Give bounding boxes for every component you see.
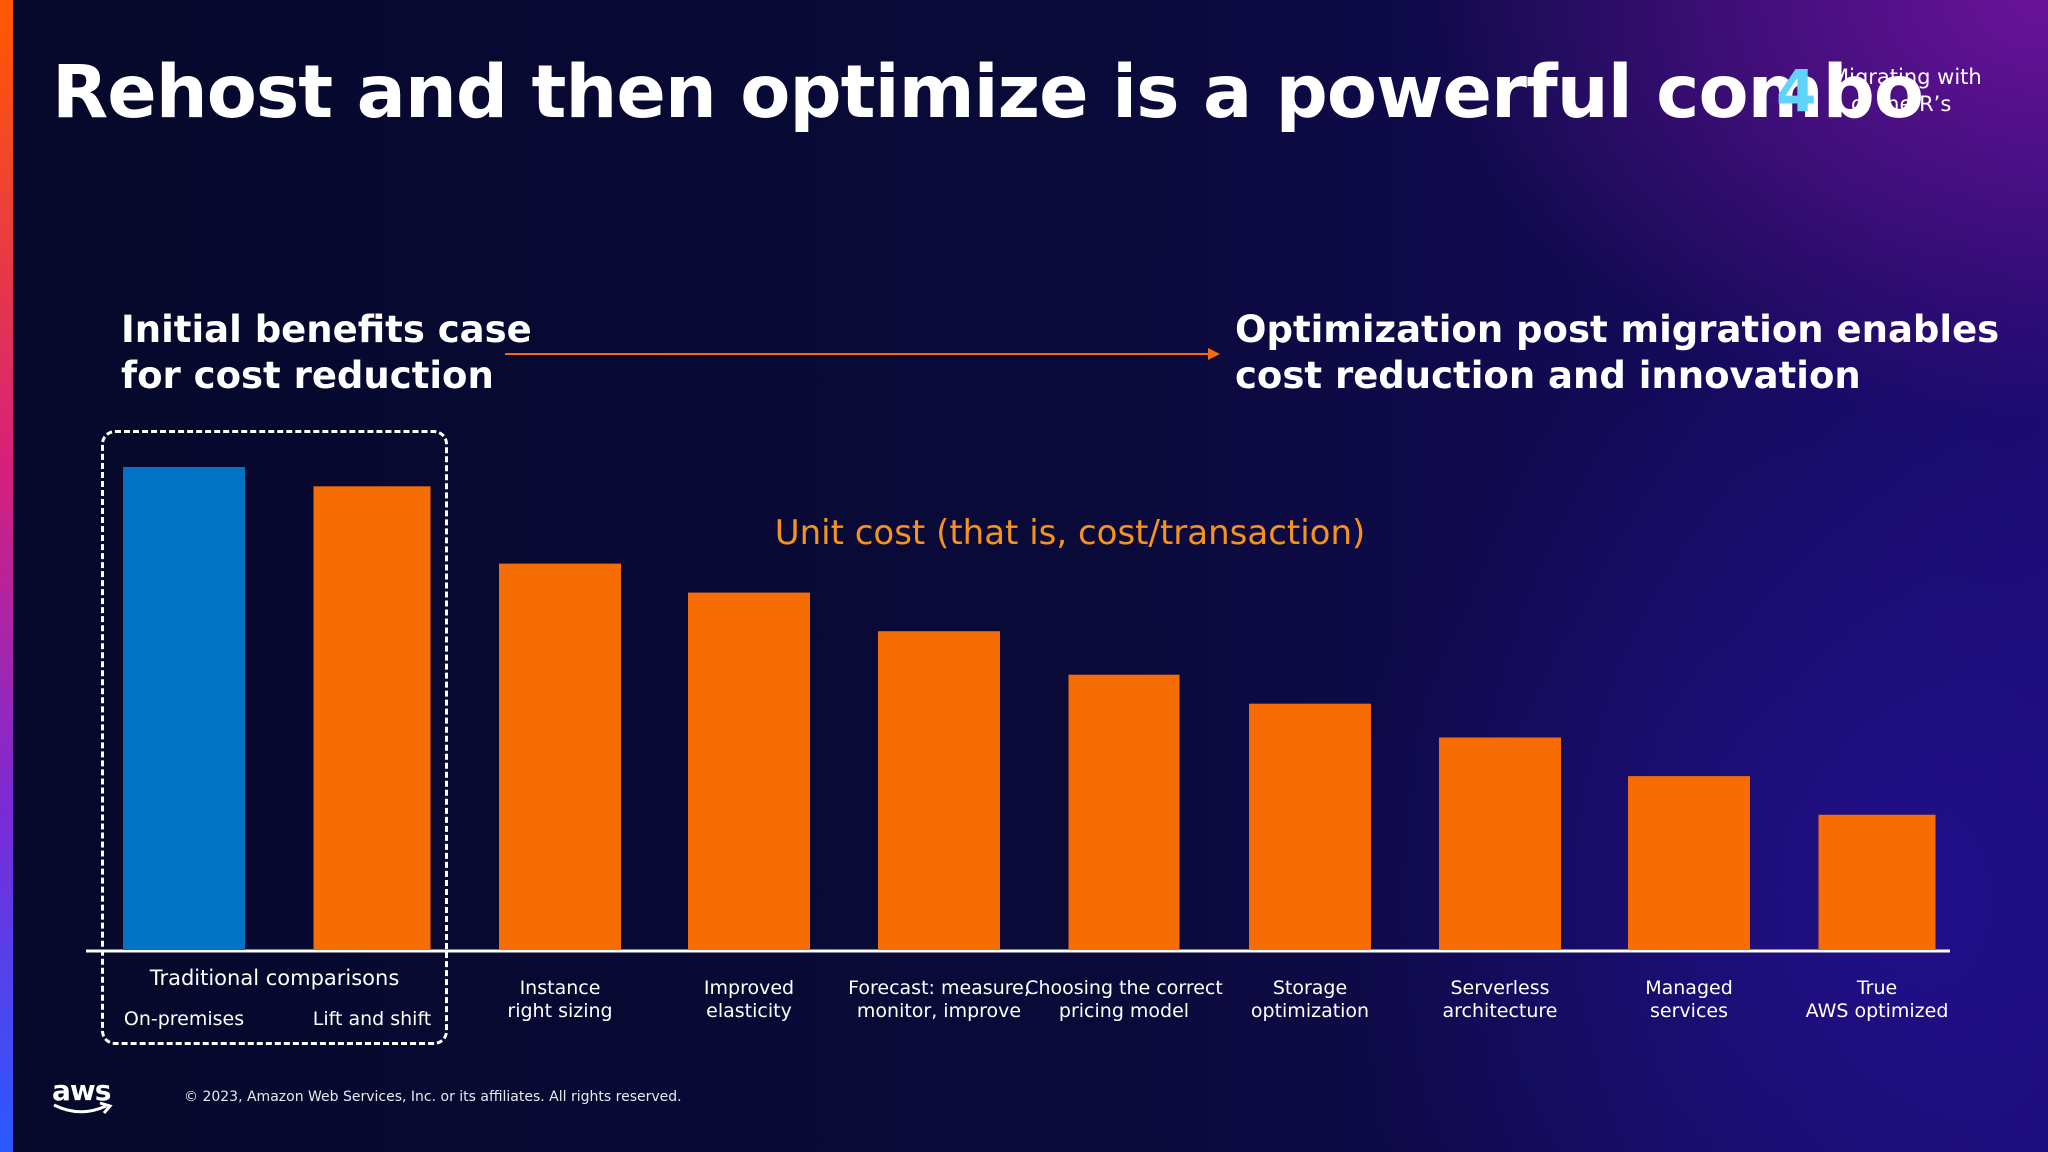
bar-storage-optimization	[1249, 703, 1371, 950]
heading-initial-benefits: Initial benefits case for cost reduction	[121, 308, 532, 397]
x-tick-label: On-premises	[124, 1008, 244, 1030]
unit-cost-label: Unit cost (that is, cost/transaction)	[774, 513, 1366, 553]
bar-serverless-architecture	[1439, 737, 1561, 950]
section-number: 4	[1776, 57, 1817, 125]
slide-title: Rehost and then optimize is a powerful c…	[52, 50, 1924, 135]
x-tick-label: Choosing the correct pricing model	[1025, 977, 1223, 1022]
traditional-comparisons-label: Traditional comparisons	[149, 966, 400, 990]
x-tick-label: Managed services	[1645, 977, 1733, 1022]
x-tick-label: Instance right sizing	[507, 977, 612, 1022]
bar-lift-and-shift	[313, 486, 431, 950]
copyright-notice: © 2023, Amazon Web Services, Inc. or its…	[184, 1089, 682, 1105]
progress-arrow-line	[505, 353, 1215, 355]
bar-instance-right-sizing	[499, 563, 621, 950]
aws-logo: aws	[52, 1074, 111, 1107]
bar-improved-elasticity	[688, 592, 810, 950]
x-tick-label: Forecast: measure, monitor, improve	[848, 977, 1030, 1022]
bar-true-aws-optimized	[1818, 814, 1936, 950]
arrow-head-icon	[1208, 348, 1220, 360]
aws-smile-icon	[53, 1101, 113, 1114]
x-tick-label: Serverless architecture	[1443, 977, 1558, 1022]
heading-optimization: Optimization post migration enables cost…	[1235, 308, 2000, 397]
bar-managed-services	[1628, 776, 1750, 950]
bar-forecast-measure-monitor-improve	[878, 631, 1000, 950]
traditional-comparisons-box	[101, 430, 448, 1045]
x-tick-label: Lift and shift	[313, 1008, 432, 1030]
x-tick-label: Improved elasticity	[704, 977, 794, 1022]
x-tick-label: Storage optimization	[1251, 977, 1369, 1022]
bar-on-premises	[123, 467, 245, 950]
bar-choosing-the-correct-pricing-model	[1068, 674, 1180, 950]
x-tick-label: True AWS optimized	[1806, 977, 1949, 1022]
accent-bar	[0, 0, 13, 1152]
section-label: Migrating with 5 of the R’s	[1831, 65, 1982, 116]
